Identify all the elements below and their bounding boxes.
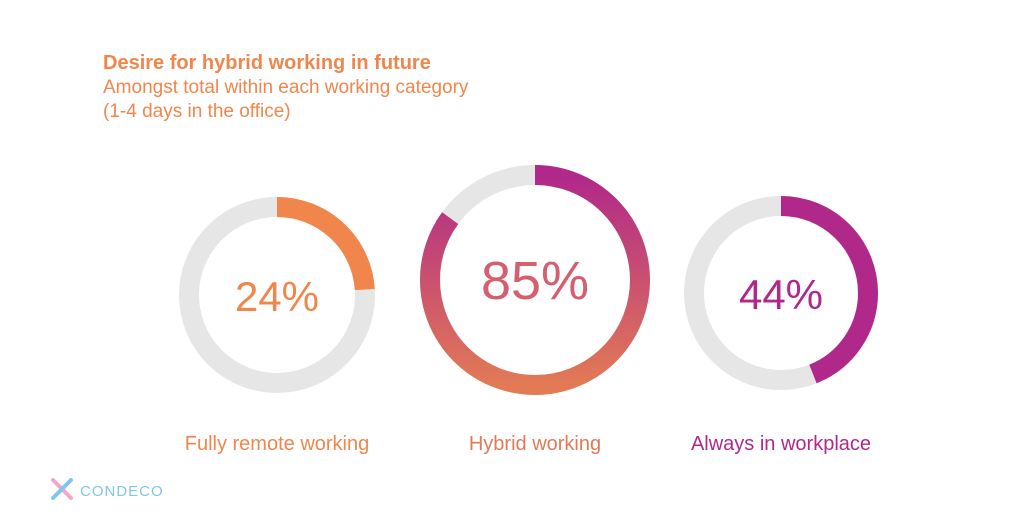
donut-arc-hybrid	[420, 165, 650, 395]
donut-arc-always-in-workplace	[684, 196, 878, 390]
chart-subtitle-line-1: Amongst total within each working catego…	[103, 77, 469, 98]
chart-header: Desire for hybrid working in future Amon…	[103, 50, 468, 124]
chart-subtitle-line-2: (1-4 days in the office)	[103, 101, 291, 122]
category-label-hybrid: Hybrid working	[469, 433, 601, 455]
value-label-always-in-workplace: 44%	[739, 271, 823, 318]
value-label-hybrid: 85%	[481, 251, 589, 311]
value-label-fully-remote: 24%	[235, 273, 319, 320]
condeco-logo-icon	[50, 478, 74, 505]
category-label-fully-remote: Fully remote working	[185, 433, 370, 455]
brand-name: CONDECO	[80, 483, 164, 500]
category-label-always-in-workplace: Always in workplace	[691, 433, 871, 455]
brand: CONDECO	[50, 478, 164, 505]
chart-title: Desire for hybrid working in future	[103, 52, 431, 74]
donut-arc-fully-remote	[179, 197, 375, 393]
